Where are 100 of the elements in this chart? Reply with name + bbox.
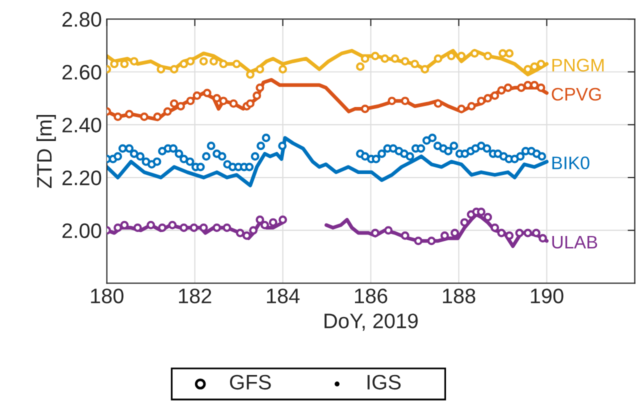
point [410, 60, 420, 68]
point [186, 57, 195, 66]
point [219, 96, 228, 106]
point [370, 228, 380, 238]
point [388, 96, 396, 106]
text: GFS [230, 374, 271, 390]
point [498, 49, 507, 58]
point [278, 64, 288, 74]
point [170, 64, 178, 74]
point [114, 223, 122, 232]
point [130, 57, 138, 66]
y-tick-label: 2.80 [62, 12, 102, 27]
point [467, 102, 476, 110]
point [153, 112, 162, 122]
point [380, 54, 390, 63]
series-label: ULAB [552, 236, 598, 249]
y-axis-title: ZTD [m] [36, 114, 56, 188]
point [420, 64, 430, 74]
point [158, 223, 167, 232]
y-tick-label: 2.20 [62, 170, 102, 186]
point [484, 212, 492, 222]
text: IGS [368, 374, 401, 390]
point [236, 228, 244, 238]
point [242, 231, 251, 240]
point [192, 91, 202, 100]
point [278, 216, 288, 224]
point [260, 220, 270, 230]
point [400, 231, 410, 240]
point [210, 57, 218, 66]
point [427, 236, 436, 246]
x-tick-label: 182 [179, 288, 212, 304]
point [460, 218, 469, 227]
point [249, 226, 258, 235]
point [505, 49, 514, 58]
point [530, 62, 539, 71]
point [360, 104, 370, 114]
line-series [106, 136, 549, 188]
point [246, 99, 254, 108]
point [163, 107, 172, 116]
point [180, 223, 188, 232]
x-tick-label: 190 [530, 288, 564, 304]
point [156, 64, 166, 74]
point [202, 88, 212, 98]
series-label: PNGM [552, 58, 604, 72]
y-tick-label: 2.60 [62, 64, 102, 80]
point [414, 236, 423, 246]
point [434, 99, 442, 108]
point [186, 96, 195, 106]
point [170, 99, 178, 108]
point [538, 234, 548, 243]
x-tick-label: 184 [267, 288, 300, 304]
point [505, 231, 514, 240]
point [125, 110, 134, 118]
x-tick-label: 180 [91, 288, 124, 304]
series-label: CPVG [552, 88, 601, 101]
point [400, 96, 410, 106]
point [490, 223, 500, 232]
point [229, 99, 238, 108]
point [212, 94, 222, 103]
point [180, 60, 188, 68]
point [484, 52, 492, 60]
point [532, 228, 540, 238]
point [457, 104, 466, 114]
point [536, 83, 546, 92]
point [140, 112, 148, 122]
point [497, 86, 506, 95]
y-tick-label: 2.40 [62, 118, 102, 132]
point [524, 228, 532, 238]
series-label: BIK0 [552, 156, 590, 170]
point [256, 216, 264, 224]
point [232, 60, 241, 68]
point [190, 223, 198, 232]
point [390, 54, 400, 63]
point [356, 62, 364, 71]
point [504, 83, 512, 92]
point [256, 64, 264, 74]
point [256, 83, 264, 92]
x-tick-label: 188 [442, 288, 476, 304]
point [133, 223, 142, 232]
point [360, 54, 370, 63]
point [219, 60, 228, 68]
point [222, 223, 232, 232]
point [176, 102, 185, 110]
x-axis-title: DoY, 2019 [324, 314, 418, 331]
line-series [106, 78, 549, 122]
point [484, 94, 492, 103]
point [524, 64, 532, 74]
point [146, 220, 156, 230]
point [199, 223, 208, 232]
point [370, 52, 380, 60]
point [400, 57, 410, 66]
x-tick-label: 186 [355, 288, 388, 304]
point [268, 218, 278, 227]
point [490, 91, 500, 100]
point [470, 49, 479, 58]
point [199, 57, 208, 66]
point [450, 228, 460, 238]
point [476, 96, 486, 106]
point [384, 226, 393, 235]
point [212, 223, 222, 232]
